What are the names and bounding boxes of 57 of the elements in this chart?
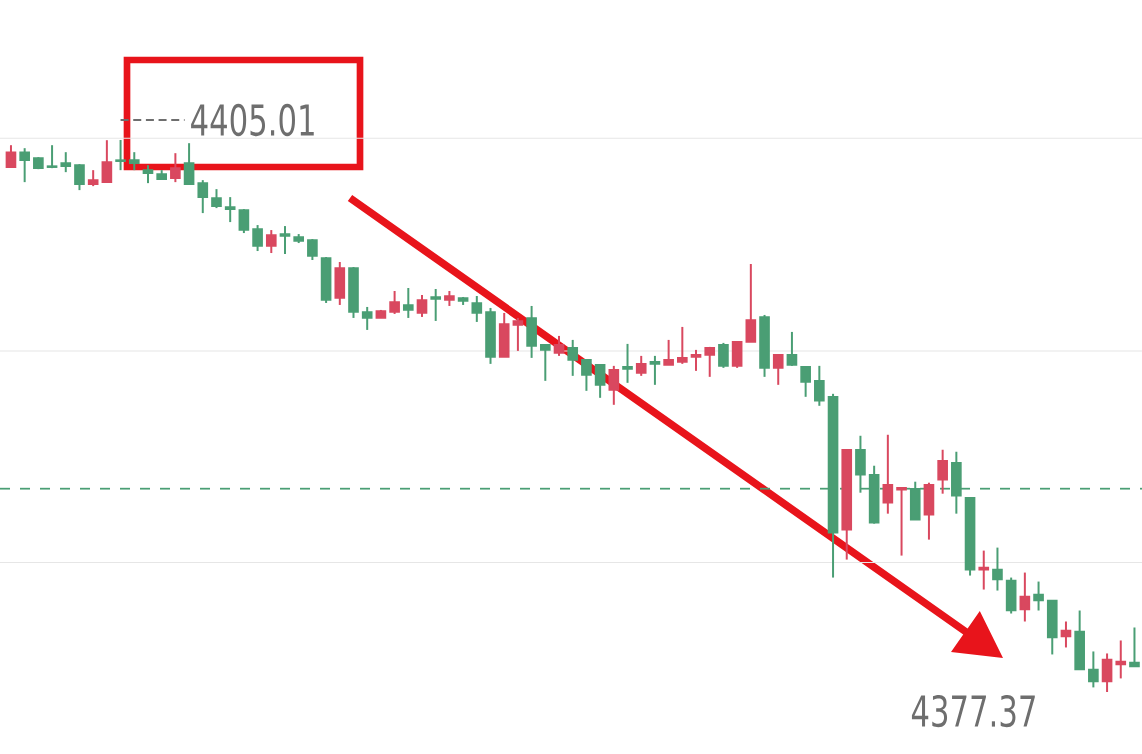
candlestick <box>594 363 606 399</box>
candlestick <box>553 334 565 357</box>
candlestick <box>60 151 72 174</box>
candlestick <box>265 229 277 255</box>
candlestick <box>731 340 743 369</box>
candlestick <box>800 365 811 398</box>
candlestick <box>471 294 483 323</box>
candlestick <box>389 289 400 315</box>
candlestick <box>430 287 442 322</box>
candlestick <box>663 338 674 366</box>
text: 4377.37 <box>911 694 1035 728</box>
candlestick <box>1129 626 1140 668</box>
candlestick <box>745 263 757 343</box>
candlestick <box>224 196 236 224</box>
candlestick <box>183 142 195 186</box>
candlestick <box>416 293 428 318</box>
candlestick <box>814 364 825 407</box>
candlestick <box>718 341 729 369</box>
candlestick <box>5 144 17 169</box>
candlestick <box>635 354 647 377</box>
candlestick <box>649 354 661 386</box>
candlestick <box>1019 571 1031 623</box>
candlestick <box>937 448 948 495</box>
candlestick <box>677 325 688 365</box>
candlestick <box>361 305 373 331</box>
candlestick <box>1060 620 1072 649</box>
candlestick <box>539 343 551 382</box>
candlestick <box>704 345 716 378</box>
candlestick <box>101 139 113 184</box>
candlestick <box>252 224 263 253</box>
candlestick <box>307 238 318 262</box>
candlestick <box>882 433 894 515</box>
candlestick <box>978 549 990 591</box>
candlestick <box>1101 652 1113 693</box>
candlestick <box>402 286 414 319</box>
candlestick <box>115 139 126 172</box>
text: 4405.01 <box>191 103 314 137</box>
candlestick <box>622 342 633 384</box>
candlestick <box>567 338 579 377</box>
candlestick <box>1088 650 1099 689</box>
candlestick <box>992 546 1003 592</box>
candlestick <box>512 316 524 352</box>
candlestick <box>197 179 209 215</box>
candlestick <box>170 152 181 184</box>
candlestick <box>896 486 907 557</box>
candlestick <box>74 163 85 192</box>
candlestick <box>608 364 620 406</box>
candlestick <box>279 225 291 256</box>
candlestick <box>19 147 30 184</box>
candlestick <box>786 330 798 367</box>
candlestick <box>690 348 702 372</box>
candlestick <box>1115 639 1127 680</box>
candlestick <box>772 353 784 386</box>
candlestick <box>211 188 222 210</box>
candlestick <box>238 208 250 235</box>
candlestick <box>581 358 592 392</box>
candlestick <box>1033 580 1044 612</box>
